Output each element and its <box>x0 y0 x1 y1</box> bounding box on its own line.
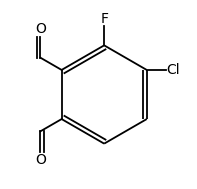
Text: O: O <box>35 153 46 167</box>
Text: F: F <box>100 12 108 26</box>
Text: Cl: Cl <box>167 63 180 77</box>
Text: O: O <box>35 22 46 36</box>
